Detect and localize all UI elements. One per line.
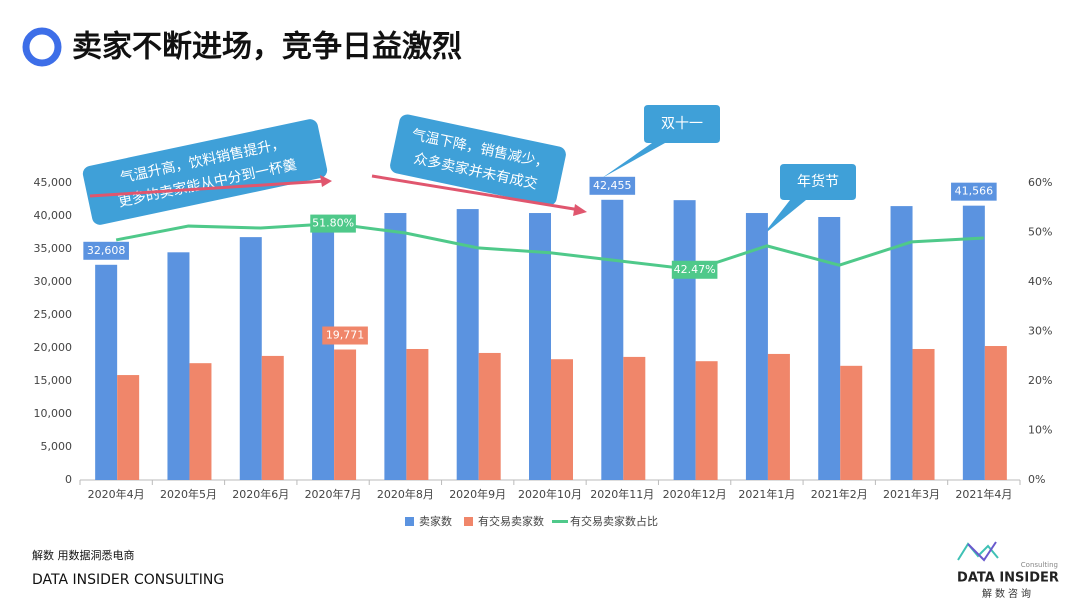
value-label-box: [310, 214, 356, 233]
legend-label: 有交易卖家数占比: [570, 514, 658, 528]
x-tick-label: 2020年5月: [160, 487, 217, 501]
legend-swatch: [464, 517, 473, 526]
y-tick-label: 0: [65, 473, 72, 486]
bar: [601, 199, 624, 480]
value-label-box: [671, 260, 718, 279]
value-label: 42.47%: [674, 263, 716, 276]
value-label: 42,455: [593, 179, 632, 192]
bar: [384, 213, 407, 480]
callout: [762, 164, 856, 236]
bar: [962, 205, 985, 480]
y2-tick-label: 60%: [1028, 176, 1052, 189]
x-tick-label: 2021年1月: [738, 487, 795, 501]
x-tick-label: 2020年6月: [232, 487, 289, 501]
y2-tick-label: 40%: [1028, 275, 1052, 288]
footer-slogan: 解数 用数据洞悉电商: [32, 548, 135, 562]
arrow-head: [320, 175, 332, 187]
y-tick-label: 20,000: [34, 341, 73, 354]
bar: [478, 352, 501, 480]
bar: [189, 363, 212, 480]
bar: [334, 349, 357, 480]
y2-tick-label: 30%: [1028, 325, 1052, 338]
value-label: 51.80%: [312, 217, 354, 230]
value-label-box: [951, 182, 997, 201]
y-tick-label: 30,000: [34, 275, 73, 288]
logo-name: DATA INSIDER: [957, 571, 1059, 586]
bar: [95, 264, 118, 480]
y-tick-label: 15,000: [34, 374, 73, 387]
bar: [767, 353, 790, 480]
value-label: 19,771: [326, 329, 365, 342]
x-tick-label: 2021年3月: [883, 487, 940, 501]
value-label-box: [589, 176, 636, 195]
bar: [261, 355, 284, 480]
y-tick-label: 45,000: [34, 176, 73, 189]
annotation-box: 气温升高，饮料销售提升， 更多的卖家能从中分到一杯羹: [82, 119, 328, 225]
bar: [406, 348, 429, 480]
chart-title: 卖家不断进场，竞争日益激烈: [72, 30, 462, 65]
x-tick-label: 2020年12月: [663, 487, 727, 501]
y2-tick-label: 0%: [1028, 473, 1045, 486]
x-tick-label: 2020年4月: [88, 487, 145, 501]
bar: [745, 213, 768, 480]
callout-text: 年货节: [797, 173, 839, 190]
bar: [912, 348, 935, 480]
title-icon: [22, 27, 62, 67]
x-tick-label: 2021年4月: [955, 487, 1012, 501]
arrow-head: [573, 204, 587, 216]
y-tick-label: 25,000: [34, 308, 73, 321]
logo-tag: Consulting: [1021, 561, 1058, 569]
bar: [623, 356, 646, 480]
logo-sub: 解数咨询: [982, 587, 1034, 600]
x-tick-label: 2020年11月: [590, 487, 654, 501]
bar: [529, 213, 551, 480]
legend-label: 卖家数: [419, 514, 452, 528]
bar: [695, 361, 718, 480]
logo-mark: [967, 541, 997, 562]
x-tick-label: 2020年8月: [377, 487, 434, 501]
bar: [984, 346, 1007, 480]
value-label: 41,566: [955, 185, 994, 198]
bar: [312, 227, 335, 480]
callout: [602, 105, 720, 178]
y-tick-label: 35,000: [34, 242, 73, 255]
bar: [456, 209, 479, 480]
value-label-box: [83, 241, 129, 260]
bar: [551, 359, 573, 480]
bar: [239, 237, 262, 480]
bar: [890, 206, 913, 480]
value-label: 32,608: [87, 244, 126, 257]
x-tick-label: 2020年10月: [518, 487, 582, 501]
legend-label: 有交易卖家数: [478, 514, 544, 528]
value-label-box: [322, 326, 368, 345]
line: [115, 222, 984, 272]
y-tick-label: 5,000: [41, 440, 73, 453]
y2-tick-label: 10%: [1028, 424, 1052, 437]
y-tick-label: 10,000: [34, 407, 73, 420]
x-tick-label: 2021年2月: [811, 487, 868, 501]
y2-tick-label: 50%: [1028, 226, 1052, 239]
bar: [167, 252, 190, 480]
footer-company: DATA INSIDER CONSULTING: [32, 572, 224, 588]
y-tick-label: 40,000: [34, 209, 73, 222]
x-tick-label: 2020年7月: [305, 487, 362, 501]
bar: [673, 200, 696, 480]
arrow: [89, 179, 327, 198]
bar: [117, 375, 140, 480]
legend-swatch: [405, 517, 414, 526]
x-tick-label: 2020年9月: [449, 487, 506, 501]
callout-text: 双十一: [661, 116, 703, 132]
y2-tick-label: 20%: [1028, 374, 1052, 387]
bar: [840, 365, 863, 480]
bar: [818, 216, 841, 481]
arrow: [371, 174, 581, 212]
